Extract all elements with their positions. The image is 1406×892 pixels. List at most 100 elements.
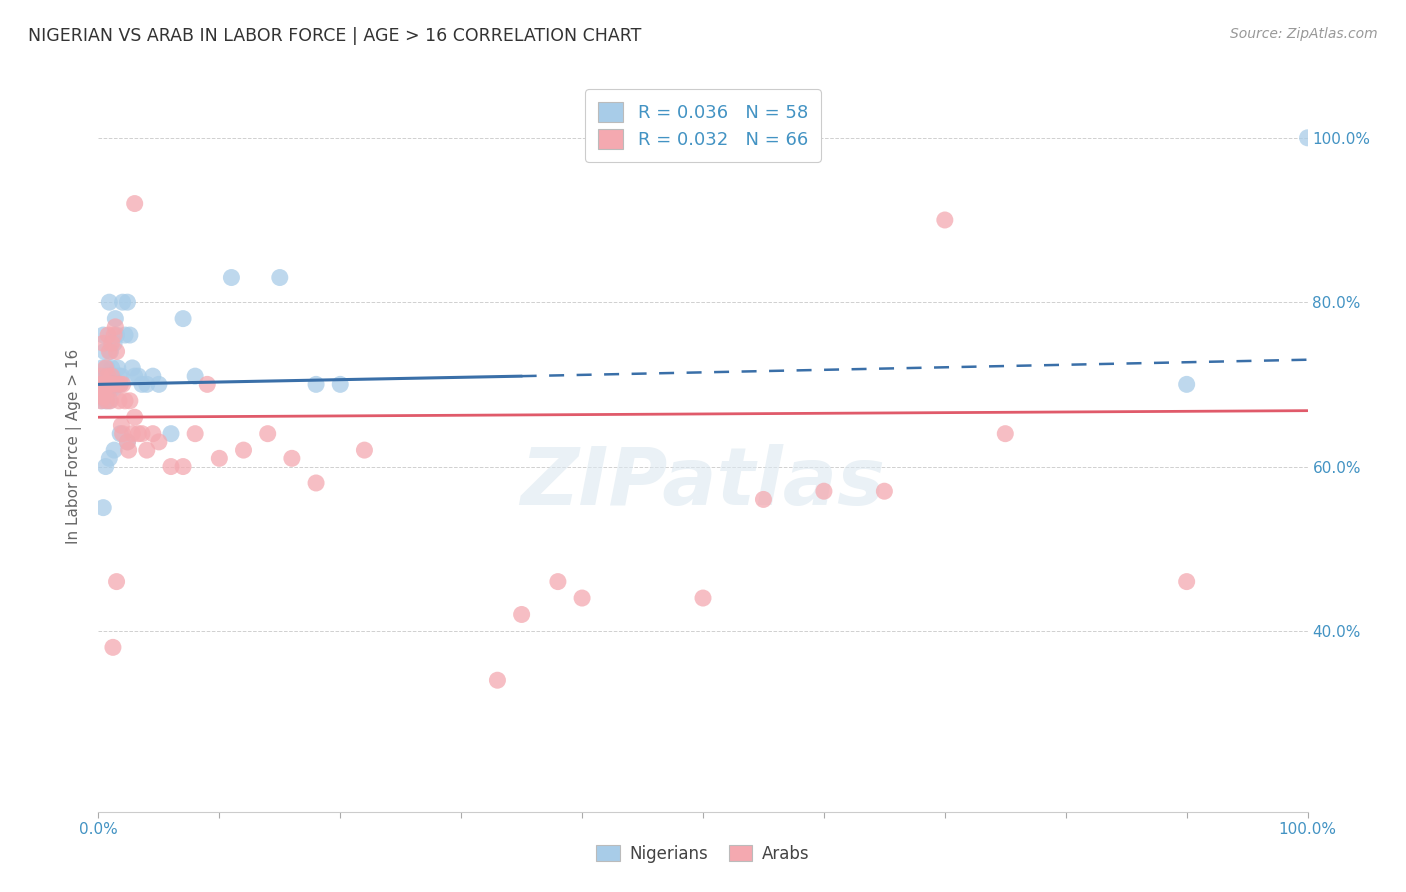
Point (692, 591, 714, 605)
Point (97, 382, 120, 396)
Point (172, 459, 194, 474)
Point (131, 426, 153, 441)
Point (873, 484, 896, 499)
Point (117, 434, 139, 449)
Point (160, 426, 183, 441)
Point (195, 377, 218, 392)
Point (184, 426, 207, 441)
Point (98, 451, 121, 466)
Text: Source: ZipAtlas.com: Source: ZipAtlas.com (1230, 27, 1378, 41)
Point (111, 426, 134, 441)
Point (103, 443, 125, 458)
Point (91, 336, 114, 351)
Point (127, 369, 149, 384)
Point (108, 377, 131, 392)
Point (97, 369, 120, 384)
Point (135, 377, 157, 392)
Point (111, 295, 134, 310)
Point (160, 459, 183, 474)
Point (353, 443, 375, 458)
Point (100, 377, 122, 392)
Point (108, 377, 131, 392)
Point (94, 459, 117, 474)
Point (104, 311, 127, 326)
Point (108, 369, 131, 384)
Point (121, 360, 143, 375)
Point (100, 360, 122, 375)
Point (90, 393, 112, 408)
Point (305, 377, 328, 392)
Legend: Nigerians, Arabs: Nigerians, Arabs (589, 838, 817, 869)
Point (108, 393, 131, 408)
Point (934, 213, 956, 227)
Point (91, 377, 114, 392)
Point (110, 369, 132, 384)
Point (114, 393, 136, 408)
Point (281, 451, 304, 466)
Point (98, 344, 121, 359)
Point (104, 377, 127, 392)
Point (98, 393, 121, 408)
Point (91, 382, 114, 396)
Point (117, 434, 139, 449)
Text: ZIPatlas: ZIPatlas (520, 443, 886, 522)
Point (96, 360, 118, 375)
Point (148, 377, 170, 392)
Point (101, 377, 124, 392)
Point (124, 196, 146, 211)
Point (117, 295, 139, 310)
Point (103, 328, 125, 343)
Point (172, 311, 194, 326)
Point (994, 426, 1017, 441)
Point (221, 270, 243, 285)
Point (105, 344, 128, 359)
Point (98, 295, 121, 310)
Point (486, 673, 509, 688)
Point (510, 607, 533, 622)
Point (107, 360, 129, 375)
Point (100, 393, 122, 408)
Point (96, 377, 118, 392)
Point (100, 377, 122, 392)
Point (100, 369, 122, 384)
Point (100, 344, 122, 359)
Point (91, 382, 114, 396)
Point (91, 328, 114, 343)
Point (114, 328, 136, 343)
Point (111, 377, 134, 392)
Point (94, 377, 117, 392)
Point (121, 426, 143, 441)
Point (90, 382, 112, 396)
Point (93, 382, 115, 396)
Y-axis label: In Labor Force | Age > 16: In Labor Force | Age > 16 (66, 349, 83, 543)
Point (571, 591, 593, 605)
Point (256, 426, 278, 441)
Point (127, 426, 149, 441)
Point (91, 360, 114, 375)
Point (232, 443, 254, 458)
Point (90, 369, 112, 384)
Point (91, 393, 114, 408)
Point (94, 360, 117, 375)
Point (103, 336, 125, 351)
Point (118, 328, 141, 343)
Point (105, 328, 128, 343)
Point (110, 418, 132, 433)
Point (97, 328, 120, 343)
Point (90, 369, 112, 384)
Point (101, 377, 124, 392)
Point (184, 369, 207, 384)
Point (1296, 130, 1319, 145)
Point (108, 426, 131, 441)
Point (103, 382, 125, 396)
Point (100, 382, 122, 396)
Point (93, 390, 115, 404)
Point (118, 393, 141, 408)
Point (105, 574, 128, 589)
Point (813, 484, 835, 499)
Point (93, 377, 115, 392)
Point (96, 393, 118, 408)
Point (94, 393, 117, 408)
Point (91, 390, 114, 404)
Point (89, 377, 111, 392)
